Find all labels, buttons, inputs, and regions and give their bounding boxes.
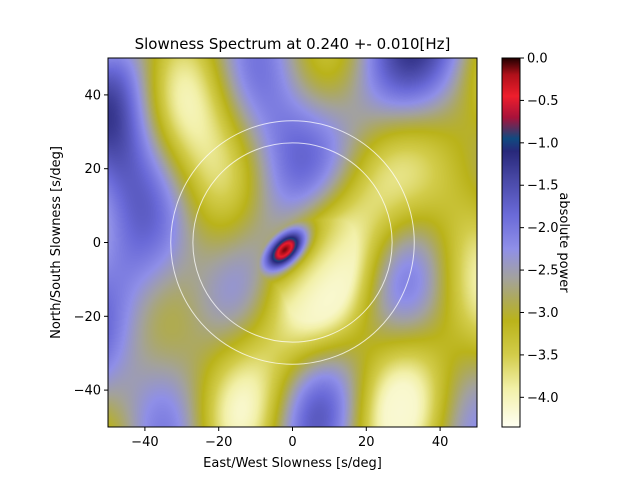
x-axis-label: East/West Slowness [s/deg] [203,456,382,471]
y-tick-label: 40 [84,88,101,103]
x-tick-label: −40 [131,435,158,450]
y-axis: −40 −20 0 20 40 [74,88,108,399]
colorbar-gradient [501,57,521,428]
colorbar-tick-label: 0.0 [527,52,548,67]
colorbar: 0.0 −0.5 −1.0 −1.5 −2.0 −2.5 −3.0 −3.5 −4.0 abso… [501,52,571,428]
colorbar-tick-label: −2.5 [527,264,559,279]
x-axis: −40 −20 0 20 40 [131,427,448,450]
y-tick-label: −40 [74,384,101,399]
slowness-heatmap [108,58,477,427]
colorbar-tick-label: −0.5 [527,94,559,109]
plot-area [107,57,478,428]
x-tick-label: 40 [432,435,449,450]
colorbar-tick-label: −2.0 [527,221,559,236]
colorbar-tick-label: −3.5 [527,348,559,363]
y-tick-label: 0 [93,236,101,251]
x-tick-label: −20 [205,435,232,450]
x-tick-label: 0 [288,435,296,450]
y-axis-label: North/South Slowness [s/deg] [49,146,64,339]
slowness-circle-33 [170,120,415,365]
chart-title: Slowness Spectrum at 0.240 +- 0.010[Hz] [135,35,451,53]
y-tick-label: 20 [84,162,101,177]
colorbar-label: absolute power [556,192,571,293]
colorbar-tick-label: −1.5 [527,179,559,194]
colorbar-ticks: 0.0 −0.5 −1.0 −1.5 −2.0 −2.5 −3.0 −3.5 −4.0 [520,52,559,406]
y-tick-label: −20 [74,310,101,325]
colorbar-tick-label: −3.0 [527,306,559,321]
slowness-circles [170,120,415,365]
colorbar-tick-label: −4.0 [527,391,559,406]
colorbar-tick-label: −1.0 [527,136,559,151]
x-tick-label: 20 [358,435,375,450]
slowness-circle-27 [192,142,393,343]
